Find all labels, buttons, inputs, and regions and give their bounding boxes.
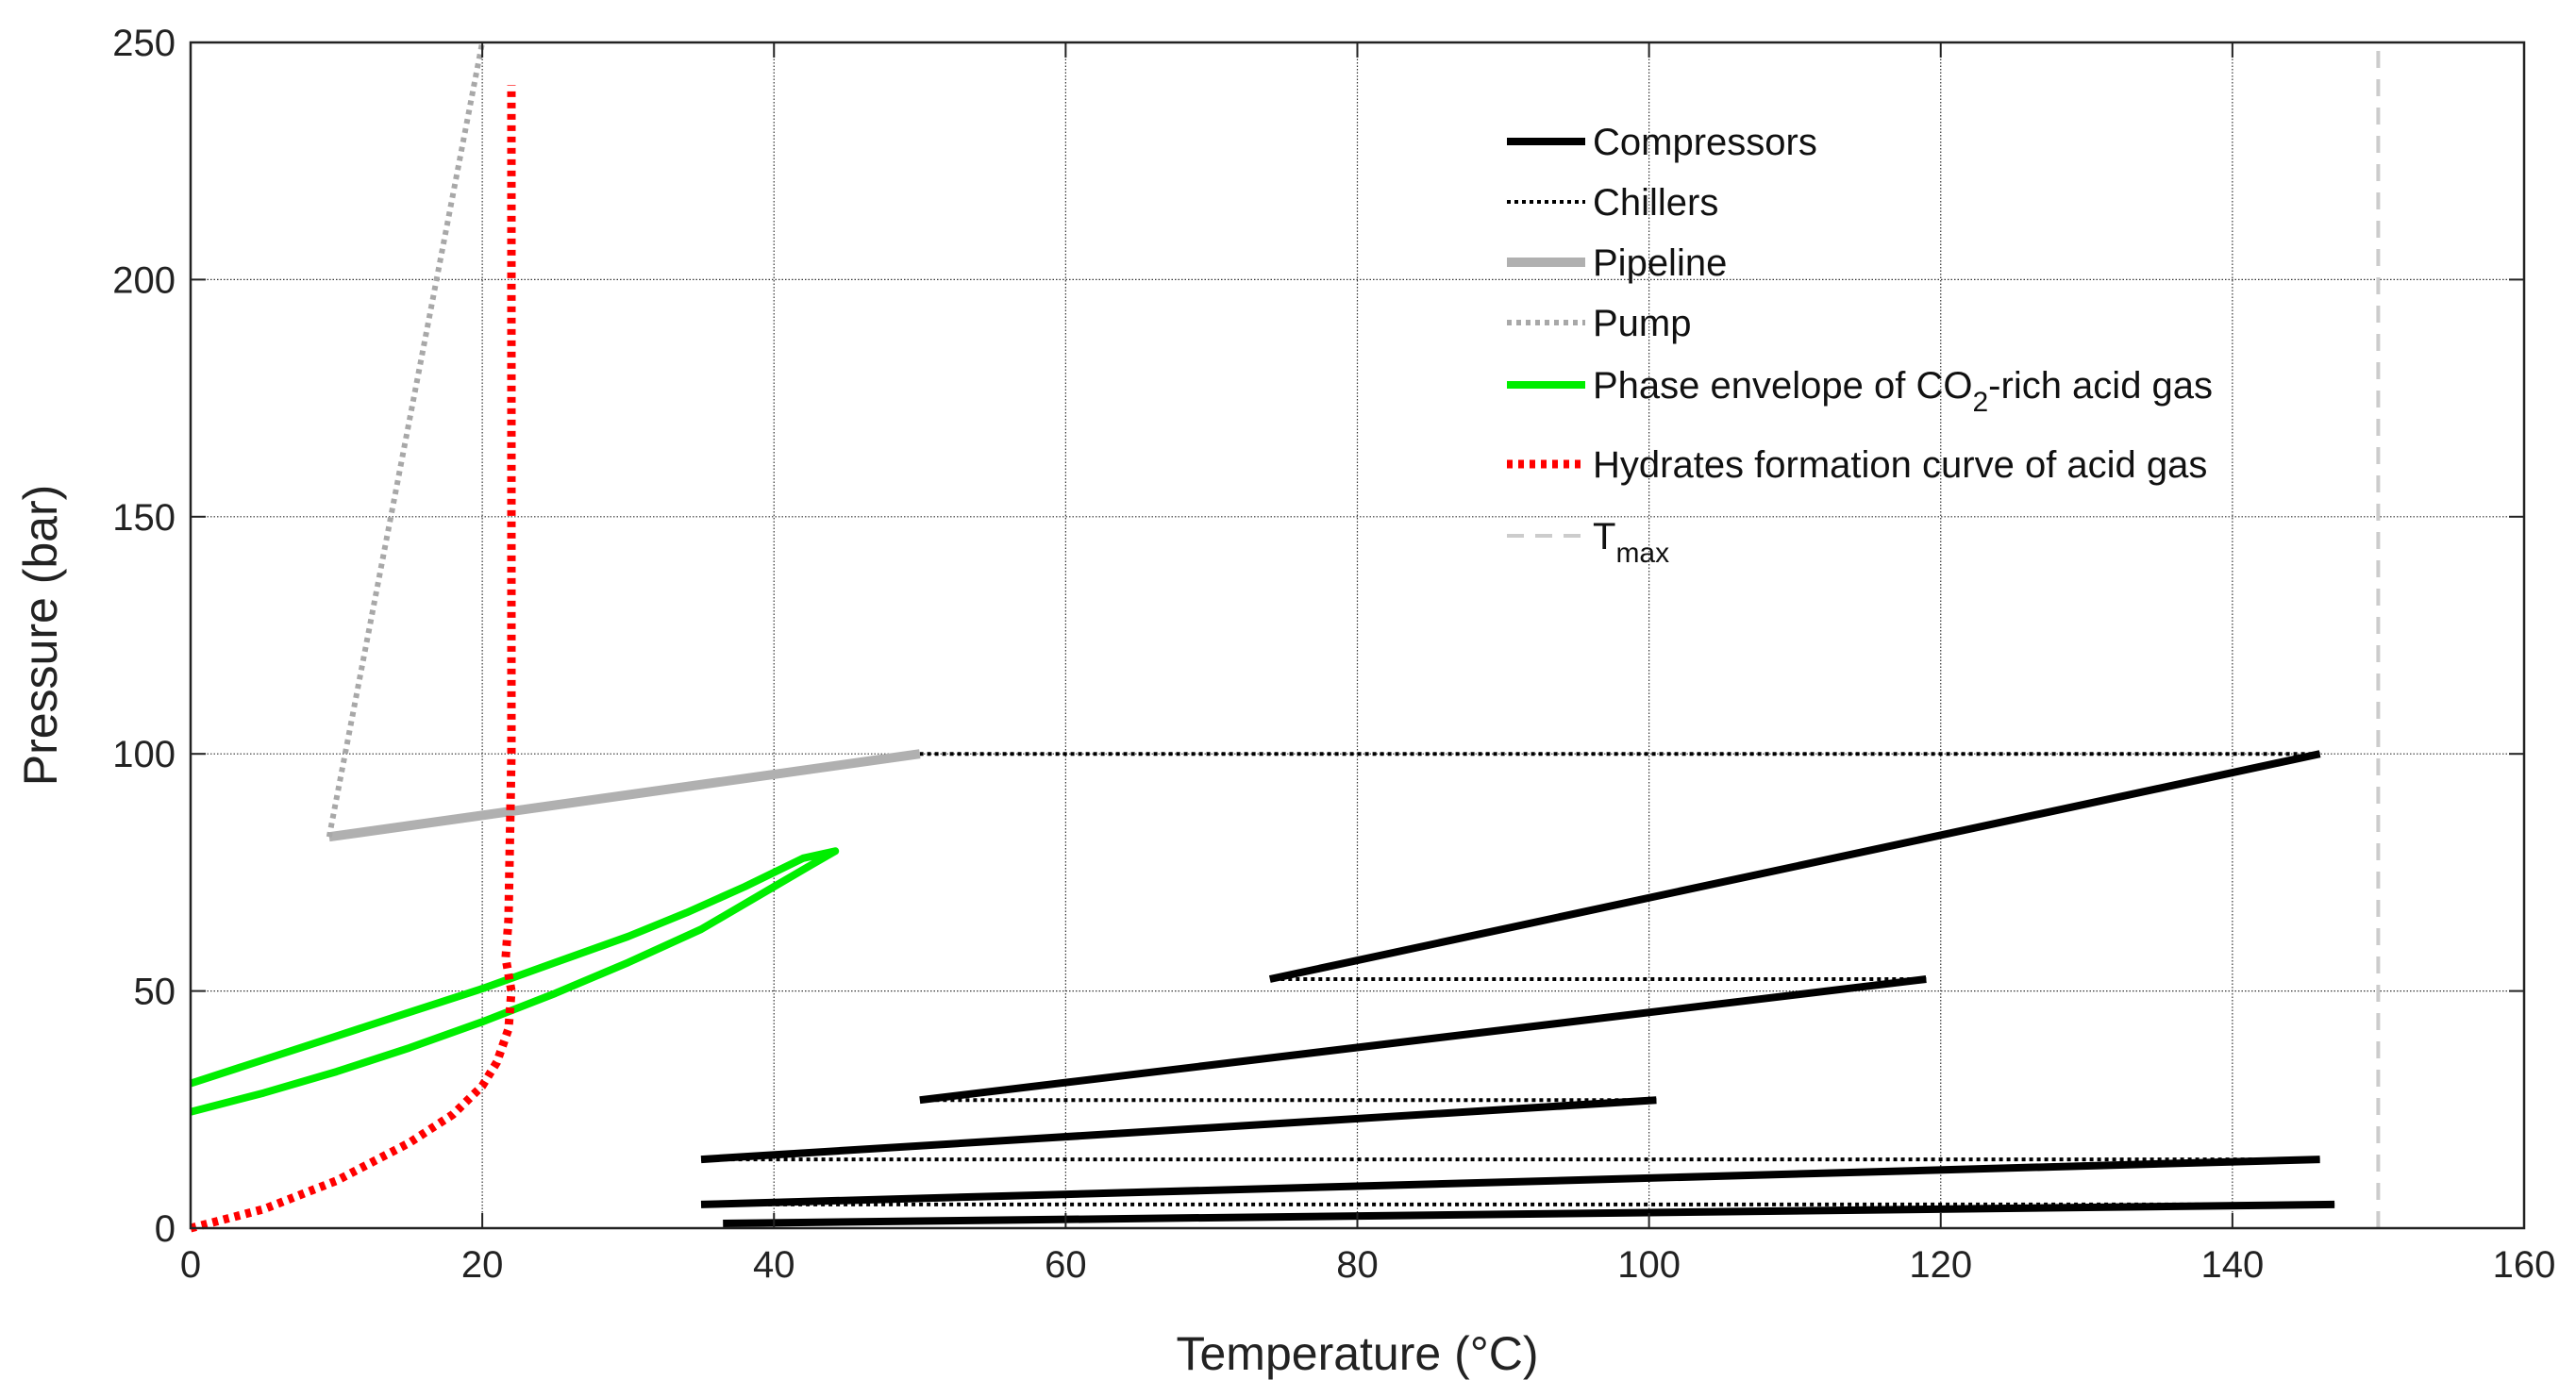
compressors-segment (700, 1096, 1657, 1164)
series-compressors (700, 750, 2335, 1227)
y-tick-label: 50 (134, 972, 176, 1013)
legend-label-chillers: Chillers (1593, 182, 1718, 224)
y-axis-title: Pressure (bar) (14, 485, 67, 787)
x-tick-label: 100 (1617, 1244, 1681, 1286)
series-pipeline (328, 749, 921, 842)
compressors-segment (723, 1200, 2335, 1227)
x-tick-label: 120 (1909, 1244, 1972, 1286)
axis-ticks: 0 20 40 60 80 100 120 140 160 0 50 100 150 200 250 (112, 23, 2555, 1286)
x-tick-label: 60 (1045, 1244, 1087, 1286)
x-tick-label: 80 (1336, 1244, 1379, 1286)
grid-lines (191, 42, 2524, 1228)
y-tick-label: 150 (112, 497, 176, 539)
x-tick-label: 20 (461, 1244, 504, 1286)
series-layer (189, 42, 2381, 1233)
legend-label-pump: Pump (1593, 303, 1692, 344)
pipeline-segment (328, 749, 921, 842)
pump-segment (326, 42, 486, 838)
y-tick-label: 250 (112, 23, 176, 64)
legend-label-pipeline: Pipeline (1593, 242, 1727, 284)
y-tick-label: 200 (112, 259, 176, 301)
y-tick-label: 0 (155, 1208, 176, 1250)
series-pump (326, 42, 486, 838)
series-envelope (189, 847, 840, 1116)
x-axis-title: Temperature (°C) (1177, 1327, 1539, 1380)
y-tick-label: 100 (112, 734, 176, 775)
compressors-segment (919, 975, 1927, 1105)
legend-label-envelope: Phase envelope of CO2-rich acid gas (1593, 365, 2213, 418)
compressors-segment (700, 1156, 2320, 1208)
x-tick-label: 0 (180, 1244, 201, 1286)
x-tick-label: 40 (753, 1244, 795, 1286)
legend-label-compressors: Compressors (1593, 122, 1817, 163)
compressors-segment (1268, 750, 2321, 983)
legend-label-tmax: Tmax (1593, 516, 1669, 569)
x-tick-label: 140 (2201, 1244, 2265, 1286)
x-tick-label: 160 (2493, 1244, 2556, 1286)
legend: Compressors Chillers Pipeline Pump Phase env… (1507, 122, 2213, 569)
envelope-curve (189, 847, 840, 1116)
legend-label-hydrates: Hydrates formation curve of acid gas (1593, 444, 2207, 486)
